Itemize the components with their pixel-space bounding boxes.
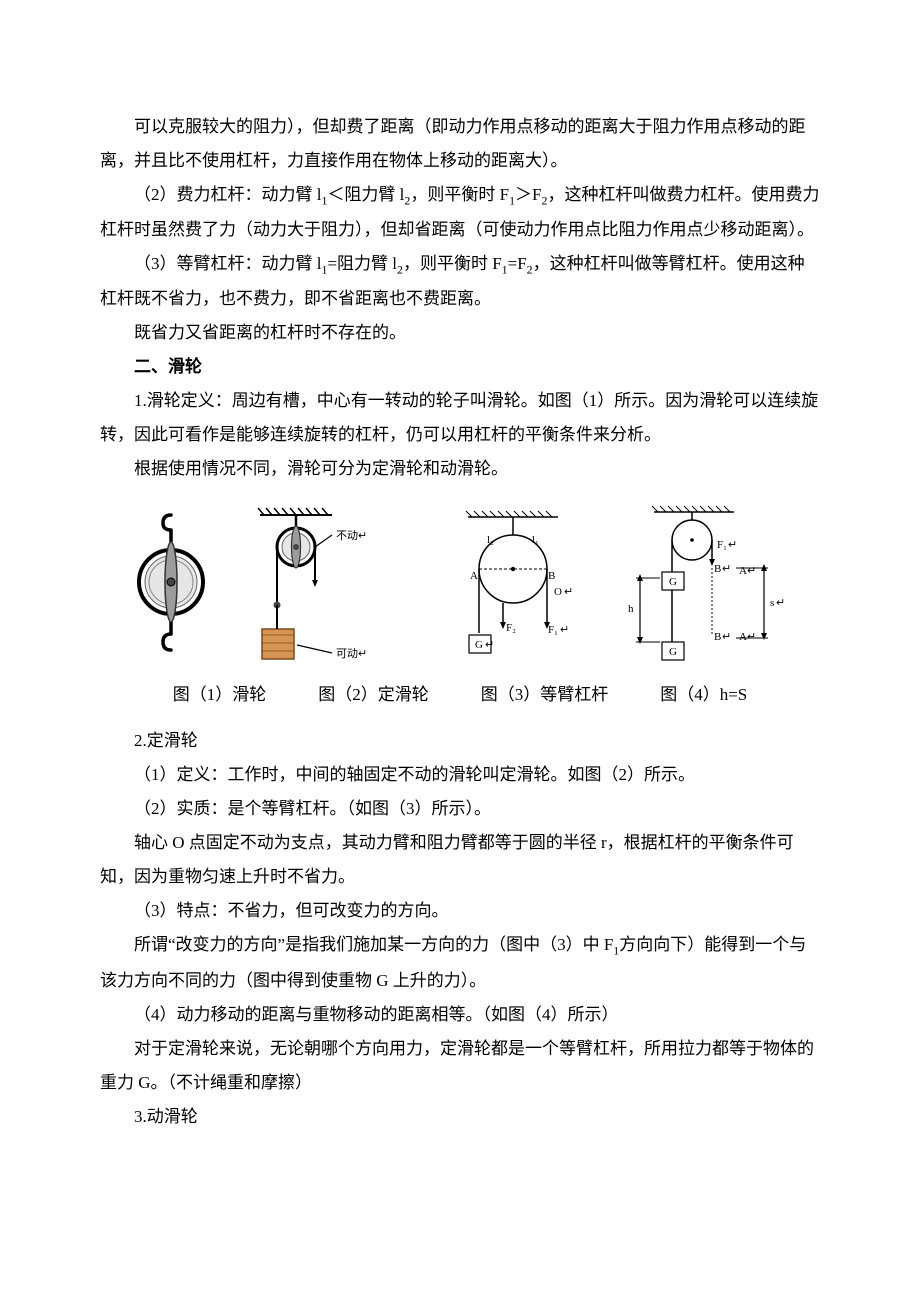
- svg-text:F₂: F₂: [506, 622, 516, 634]
- svg-text:↵: ↵: [722, 563, 731, 575]
- text: 3.动滑轮: [134, 1107, 198, 1126]
- svg-text:B: B: [714, 563, 721, 575]
- figure-3-image: l₂ l₁ A B O ↵ F₂ F₁ ↵ G: [448, 500, 588, 670]
- figure-1: [136, 500, 206, 670]
- text: （3）等臂杠杆：动力臂 l: [134, 254, 321, 273]
- figure-2-image: 不动 ↵ 可动 ↵: [242, 500, 412, 670]
- svg-text:↵: ↵: [564, 586, 573, 598]
- text: 既省力又省距离的杠杆时不存在的。: [134, 323, 406, 342]
- svg-text:↵: ↵: [747, 565, 756, 577]
- text: ，则平衡时 F: [410, 185, 509, 204]
- text: =F: [508, 254, 527, 273]
- text: （2）实质：是个等臂杠杆。（如图（3）所示）。: [134, 799, 491, 818]
- text: （2）费力杠杆：动力臂 l: [134, 185, 321, 204]
- text: 对于定滑轮来说，无论朝哪个方向用力，定滑轮都是一个等臂杠杆，所用拉力都等于物体的…: [100, 1039, 814, 1092]
- text: （1）定义：工作时，中间的轴固定不动的滑轮叫定滑轮。如图（2）所示。: [134, 765, 695, 784]
- caption-1: 图（1）滑轮: [173, 678, 267, 712]
- svg-text:s: s: [770, 597, 774, 609]
- caption-2: 图（2）定滑轮: [318, 678, 429, 712]
- svg-text:A: A: [739, 631, 747, 643]
- text: ＜阻力臂 l: [327, 185, 404, 204]
- text: （3）特点：不省力，但可改变力的方向。: [134, 901, 449, 920]
- svg-text:F₁: F₁: [548, 624, 558, 636]
- section-heading: 二、滑轮: [100, 350, 820, 384]
- text: 根据使用情况不同，滑轮可分为定滑轮和动滑轮。: [134, 459, 508, 478]
- paragraph-types: 根据使用情况不同，滑轮可分为定滑轮和动滑轮。: [100, 452, 820, 486]
- text: 轴心 O 点固定不动为支点，其动力臂和阻力臂都等于圆的半径 r，根据杠杆的平衡条…: [100, 833, 794, 886]
- paragraph-fp-def: （1）定义：工作时，中间的轴固定不动的滑轮叫定滑轮。如图（2）所示。: [100, 758, 820, 792]
- figure-1-image: [136, 500, 206, 670]
- svg-text:↵: ↵: [358, 530, 367, 542]
- text: ，则平衡时 F: [403, 254, 502, 273]
- text: 1.滑轮定义：周边有槽，中心有一转动的轮子叫滑轮。如图（1）所示。因为滑轮可以连…: [100, 391, 818, 444]
- paragraph-item-3: （3）等臂杠杆：动力臂 l1=阻力臂 l2，则平衡时 F1=F2，这种杠杆叫做等…: [100, 247, 820, 316]
- paragraph-continuation: 可以克服较大的阻力），但却费了距离（即动力作用点移动的距离大于阻力作用点移动的距…: [100, 110, 820, 178]
- paragraph-fp-detail: 轴心 O 点固定不动为支点，其动力臂和阻力臂都等于圆的半径 r，根据杠杆的平衡条…: [100, 826, 820, 894]
- figure-4: G F₁ ↵ B ↵ A ↵ h: [624, 500, 784, 670]
- text: （4）动力移动的距离与重物移动的距离相等。（如图（4）所示）: [134, 1005, 619, 1024]
- text: 2.定滑轮: [134, 731, 198, 750]
- svg-text:l₂: l₂: [487, 534, 494, 546]
- figure-row: 不动 ↵ 可动 ↵: [100, 500, 820, 670]
- paragraph-movable-pulley: 3.动滑轮: [100, 1100, 820, 1134]
- caption-3: 图（3）等臂杠杆: [481, 678, 609, 712]
- svg-text:G: G: [475, 639, 483, 651]
- svg-text:F₁: F₁: [717, 539, 727, 551]
- svg-text:B: B: [548, 570, 555, 582]
- paragraph-item-2: （2）费力杠杆：动力臂 l1＜阻力臂 l2，则平衡时 F1＞F2，这种杠杆叫做费…: [100, 178, 820, 247]
- text: ＞F: [515, 185, 541, 204]
- text: 可以克服较大的阻力），但却费了距离（即动力作用点移动的距离大于阻力作用点移动的距…: [100, 117, 806, 170]
- svg-text:不动: 不动: [336, 529, 358, 542]
- svg-text:↵: ↵: [728, 539, 737, 551]
- svg-text:B: B: [714, 631, 721, 643]
- figure-captions: 图（1）滑轮 图（2）定滑轮 图（3）等臂杠杆 图（4）h=S: [100, 678, 820, 712]
- svg-text:↵: ↵: [358, 648, 367, 660]
- svg-text:G: G: [669, 576, 677, 588]
- svg-text:O: O: [554, 586, 562, 598]
- figure-3: l₂ l₁ A B O ↵ F₂ F₁ ↵ G: [448, 500, 588, 670]
- figure-4-image: G F₁ ↵ B ↵ A ↵ h: [624, 500, 784, 670]
- paragraph-fp-feature: （3）特点：不省力，但可改变力的方向。: [100, 894, 820, 928]
- svg-text:↵: ↵: [776, 597, 784, 609]
- paragraph-fp-direction: 所谓“改变力的方向”是指我们施加某一方向的力（图中（3）中 F1方向向下）能得到…: [100, 928, 820, 997]
- paragraph-none: 既省力又省距离的杠杆时不存在的。: [100, 316, 820, 350]
- paragraph-fixed-pulley: 2.定滑轮: [100, 724, 820, 758]
- svg-text:h: h: [628, 603, 634, 615]
- svg-text:可动: 可动: [336, 647, 358, 660]
- paragraph-fp-summary: 对于定滑轮来说，无论朝哪个方向用力，定滑轮都是一个等臂杠杆，所用拉力都等于物体的…: [100, 1032, 820, 1100]
- figure-2: 不动 ↵ 可动 ↵: [242, 500, 412, 670]
- svg-text:↵: ↵: [560, 624, 569, 636]
- paragraph-fp-essence: （2）实质：是个等臂杠杆。（如图（3）所示）。: [100, 792, 820, 826]
- svg-text:A: A: [470, 570, 478, 582]
- paragraph-def: 1.滑轮定义：周边有槽，中心有一转动的轮子叫滑轮。如图（1）所示。因为滑轮可以连…: [100, 384, 820, 452]
- text: 所谓“改变力的方向”是指我们施加某一方向的力（图中（3）中 F: [134, 935, 613, 954]
- paragraph-fp-distance: （4）动力移动的距离与重物移动的距离相等。（如图（4）所示）: [100, 998, 820, 1032]
- caption-4: 图（4）h=S: [660, 678, 747, 712]
- svg-text:A: A: [739, 565, 747, 577]
- svg-text:↵: ↵: [485, 639, 494, 651]
- svg-text:↵: ↵: [722, 631, 731, 643]
- svg-text:G: G: [669, 646, 677, 658]
- svg-text:↵: ↵: [747, 631, 756, 643]
- text: =阻力臂 l: [327, 254, 397, 273]
- heading-text: 二、滑轮: [134, 357, 202, 376]
- svg-text:l₁: l₁: [532, 534, 539, 546]
